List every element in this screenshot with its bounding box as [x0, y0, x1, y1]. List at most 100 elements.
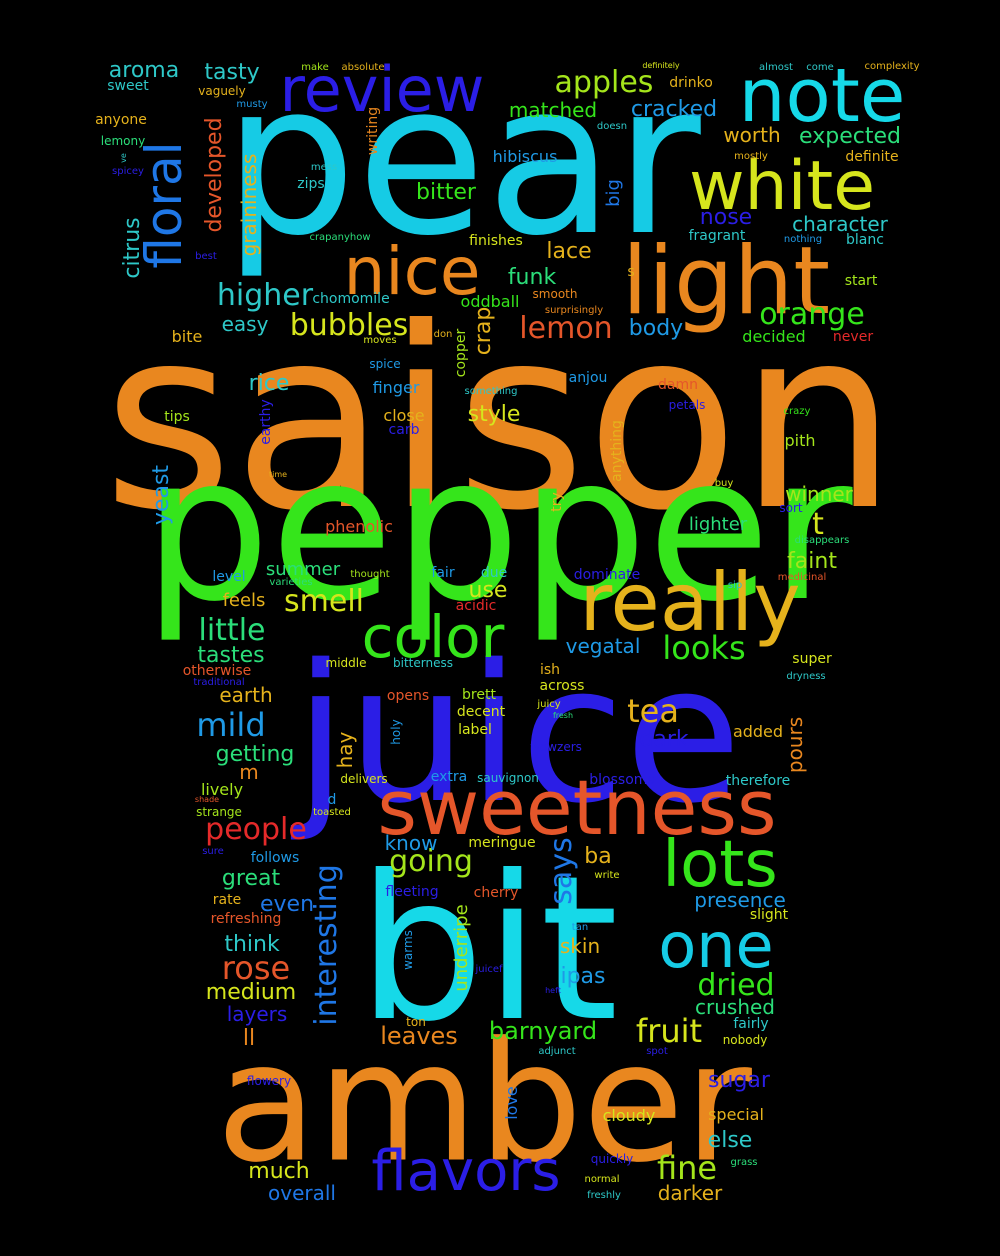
cloud-word: come	[806, 62, 834, 73]
cloud-word: review	[279, 53, 485, 126]
cloud-word: definite	[845, 149, 899, 165]
cloud-word: floral	[135, 141, 193, 269]
cloud-word: interesting	[309, 864, 344, 1026]
cloud-word: follows	[250, 850, 300, 866]
cloud-word: blanc	[846, 232, 884, 248]
cloud-word: else	[707, 1128, 753, 1153]
cloud-word: therefore	[725, 773, 791, 789]
cloud-word: added	[732, 722, 784, 741]
cloud-word: fine	[656, 1149, 718, 1187]
cloud-word: tan	[571, 922, 589, 933]
cloud-word: even	[259, 892, 315, 917]
cloud-word: graininess	[237, 153, 261, 257]
cloud-word: complexity	[864, 61, 920, 72]
cloud-word: dryness	[786, 671, 826, 682]
cloud-word: crazy	[783, 406, 811, 417]
cloud-word: fairly	[733, 1016, 769, 1032]
cloud-word: earth	[219, 683, 273, 707]
cloud-word: thought	[350, 569, 390, 580]
cloud-word: heft	[545, 986, 561, 995]
cloud-word: freshly	[587, 1190, 621, 1201]
cloud-word: use	[468, 578, 508, 603]
cloud-word: skin	[559, 934, 601, 958]
cloud-word: bitterness	[393, 656, 453, 670]
cloud-word: quickly	[590, 1152, 634, 1166]
cloud-word: never	[832, 329, 874, 345]
cloud-word: smell	[284, 584, 364, 619]
cloud-word: rose	[221, 949, 291, 987]
cloud-word: finger	[372, 378, 420, 397]
cloud-word: easy	[221, 312, 269, 336]
cloud-word: almost	[759, 62, 793, 73]
cloud-word: holy	[389, 719, 403, 745]
cloud-word: fruit	[635, 1012, 703, 1050]
cloud-word: decided	[742, 327, 806, 346]
cloud-word: d	[327, 792, 337, 808]
cloud-word: ish	[539, 662, 561, 678]
cloud-word: level	[212, 569, 246, 585]
cloud-word: rate	[212, 892, 242, 908]
cloud-word: shade	[194, 795, 220, 804]
cloud-word: matched	[508, 98, 598, 122]
cloud-word: petals	[668, 398, 706, 412]
cloud-word: s	[627, 264, 635, 280]
cloud-word: toasted	[313, 807, 351, 818]
cloud-word: summer	[265, 559, 341, 580]
cloud-word: bitter	[416, 180, 476, 205]
cloud-word: sugar	[708, 1068, 770, 1093]
cloud-word: surprisingly	[544, 305, 604, 316]
cloud-word: orange	[759, 297, 865, 332]
cloud-word: nothing	[783, 234, 823, 245]
cloud-word: medicinal	[777, 572, 827, 583]
cloud-word: best	[195, 251, 217, 262]
cloud-word: crushed	[695, 995, 775, 1019]
cloud-word: moves	[363, 335, 397, 346]
cloud-word: time	[268, 470, 288, 479]
cloud-word: m	[239, 760, 259, 784]
cloud-word: buy	[714, 478, 734, 489]
cloud-word: sort	[779, 501, 803, 515]
cloud-word: bite	[171, 327, 203, 346]
cloud-word: bubbles	[289, 308, 409, 343]
cloud-word: sure	[202, 846, 224, 857]
cloud-word: writing	[365, 106, 381, 156]
cloud-word: cherry	[473, 885, 519, 901]
cloud-word: leaves	[380, 1022, 458, 1050]
cloud-word: color	[361, 603, 505, 671]
cloud-word: nice	[343, 233, 481, 310]
cloud-word: yeast	[149, 464, 174, 526]
cloud-word: normal	[584, 1174, 620, 1185]
cloud-word: developed	[202, 117, 227, 233]
cloud-word: drinko	[669, 75, 713, 91]
cloud-word: presence	[694, 888, 786, 912]
cloud-word: character	[792, 212, 888, 236]
cloud-word: dark	[639, 727, 689, 752]
cloud-word: crap	[471, 306, 496, 356]
cloud-word: mostly	[734, 151, 768, 162]
cloud-word: lemony	[100, 134, 146, 148]
cloud-word: across	[539, 678, 585, 694]
cloud-word: anything	[609, 420, 625, 482]
cloud-word: juicef	[475, 964, 503, 975]
cloud-word: rice	[248, 371, 290, 396]
cloud-word: juicy	[537, 699, 561, 710]
cloud-word: lemon	[519, 311, 613, 346]
cloud-word: refreshing	[210, 911, 282, 927]
cloud-word: wowzers	[530, 740, 582, 754]
cloud-word: big	[603, 179, 624, 207]
cloud-word: nose	[699, 205, 753, 230]
cloud-word: fresh	[552, 711, 574, 720]
cloud-word: grass	[730, 1157, 758, 1168]
cloud-word: says	[544, 837, 579, 905]
cloud-word: winner	[785, 482, 853, 506]
cloud-word: super	[792, 651, 832, 667]
cloud-word: damn	[658, 377, 698, 393]
cloud-word: musty	[236, 99, 268, 110]
cloud-word: ba	[584, 844, 612, 869]
cloud-word: traditional	[193, 677, 245, 688]
cloud-word: style	[467, 402, 521, 427]
cloud-word: close	[383, 406, 425, 425]
cloud-word: adjunct	[538, 1046, 576, 1057]
cloud-word: ve	[119, 153, 128, 163]
